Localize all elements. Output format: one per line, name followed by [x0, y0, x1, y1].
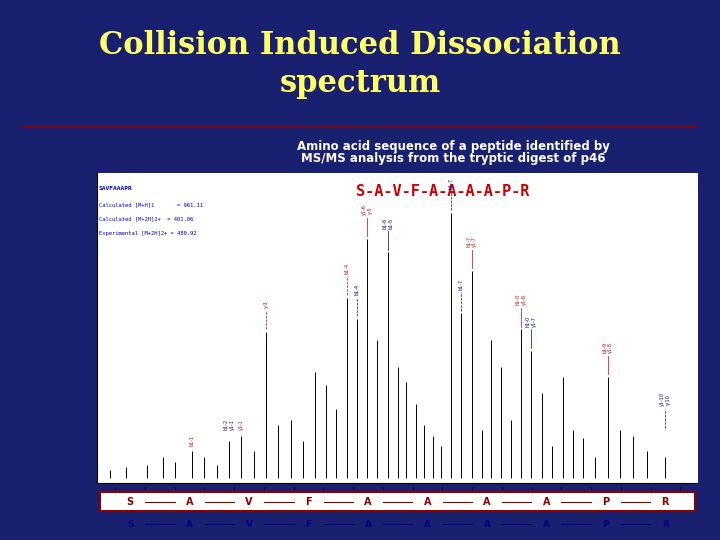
Text: b1-7: b1-7	[449, 178, 454, 188]
Text: y1-6
y-5: y1-6 y-5	[362, 204, 373, 215]
Text: y-3: y-3	[264, 301, 269, 308]
Text: A: A	[543, 520, 550, 529]
Text: Collision Induced Dissociation: Collision Induced Dissociation	[99, 30, 621, 62]
Text: b1-9
y1-8: b1-9 y1-8	[603, 342, 613, 353]
Text: A: A	[364, 520, 372, 529]
Text: A: A	[483, 520, 490, 529]
Text: y1-1: y1-1	[239, 420, 244, 430]
Text: A: A	[424, 520, 431, 529]
Text: b1-6
b1-5: b1-6 b1-5	[382, 218, 393, 228]
Text: S-A-V-F-A-A-A-A-P-R: S-A-V-F-A-A-A-A-P-R	[356, 184, 530, 199]
Text: A: A	[424, 497, 431, 507]
Text: y1-10
y-10: y1-10 y-10	[660, 393, 671, 406]
Text: SAVFAAAPR: SAVFAAAPR	[99, 186, 132, 191]
Text: Calculated [M+H]1       = 961.11: Calculated [M+H]1 = 961.11	[99, 202, 203, 207]
Text: V: V	[246, 520, 253, 529]
Text: A: A	[483, 497, 491, 507]
Text: spectrum: spectrum	[279, 68, 441, 99]
Text: A: A	[543, 497, 550, 507]
Text: h1-0
y1-8: h1-0 y1-8	[516, 294, 527, 306]
Text: h1-7
y1-7: h1-7 y1-7	[467, 236, 477, 247]
Text: Amino acid sequence of a peptide identified by: Amino acid sequence of a peptide identif…	[297, 140, 610, 153]
Text: b1-4: b1-4	[354, 284, 359, 295]
Text: Experimental [M+2H]2+ = 480.92: Experimental [M+2H]2+ = 480.92	[99, 231, 197, 236]
Text: S: S	[127, 520, 133, 529]
Text: A: A	[364, 497, 372, 507]
Text: R: R	[662, 520, 669, 529]
Text: P: P	[603, 497, 609, 507]
Text: b1-1: b1-1	[189, 435, 194, 446]
Text: A: A	[186, 497, 194, 507]
Text: S: S	[127, 497, 134, 507]
Text: b1-7: b1-7	[459, 279, 464, 289]
Text: F: F	[305, 497, 312, 507]
Text: MS/MS analysis from the tryptic digest of p46: MS/MS analysis from the tryptic digest o…	[302, 152, 606, 165]
Text: V: V	[246, 497, 253, 507]
Text: F: F	[305, 520, 312, 529]
Text: A: A	[186, 520, 193, 529]
Text: R: R	[662, 497, 669, 507]
Text: P: P	[603, 520, 609, 529]
Text: b1-4: b1-4	[344, 262, 349, 274]
Text: h1-0
y1-7: h1-0 y1-7	[526, 315, 536, 327]
Text: Calculated [M+2H]2+  = 401.06: Calculated [M+2H]2+ = 401.06	[99, 217, 193, 221]
Text: b1-2
y1-1: b1-2 y1-1	[224, 419, 235, 430]
